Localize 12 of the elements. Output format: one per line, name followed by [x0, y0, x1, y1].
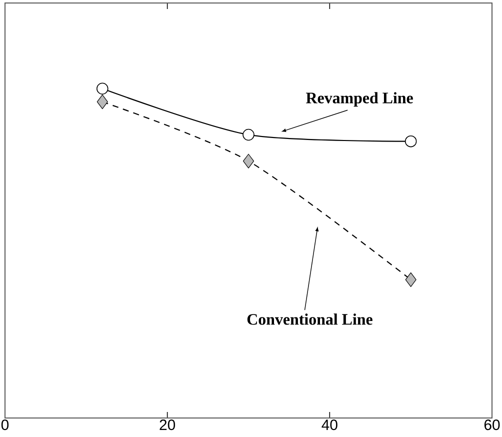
point — [405, 272, 416, 287]
x-tick-label: 0 — [1, 420, 9, 430]
x-tick-label: 20 — [160, 420, 176, 430]
x-tick-label: 40 — [322, 420, 338, 430]
point — [96, 94, 108, 110]
series-label: Revamped Line — [306, 92, 413, 107]
point — [404, 135, 417, 148]
text: Conventional Line — [247, 314, 372, 325]
point — [96, 82, 108, 95]
point — [242, 128, 254, 141]
point — [242, 154, 254, 168]
x-tick-label: 60 — [484, 420, 500, 430]
